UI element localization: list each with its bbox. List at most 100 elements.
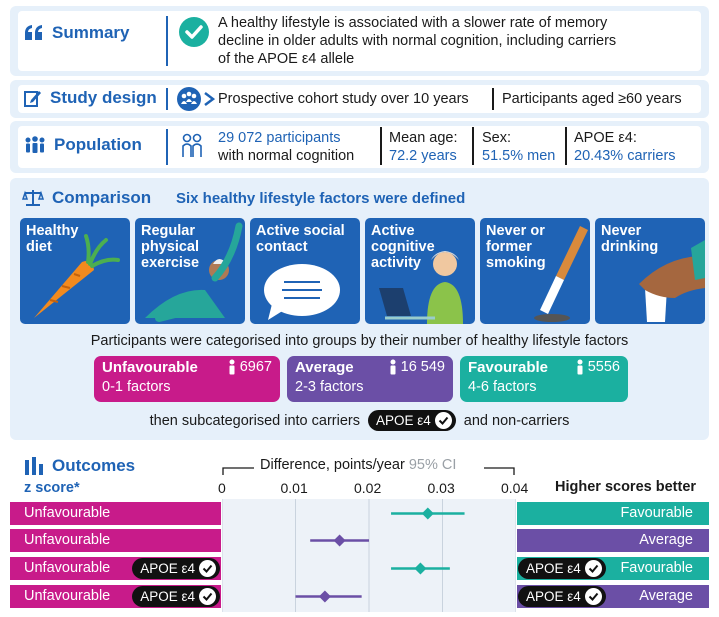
factor-label-line: exercise (141, 255, 200, 271)
factor-never-drinking: Never drinking (595, 218, 705, 324)
apoe-badge: APOE ε4 (368, 410, 456, 431)
apoe-label: APOE ε4: (574, 130, 637, 146)
population-title: Population (54, 135, 142, 154)
axis-title-text: Difference, points/year (260, 457, 405, 473)
factor-label-line: Active (371, 223, 415, 239)
point-estimate (318, 590, 331, 603)
sex-stat: Sex: 51.5% men (482, 129, 555, 165)
factor-physical-exercise: Regular physical exercise (135, 218, 245, 324)
summary-panel (18, 11, 701, 71)
factor-label-line: physical (141, 239, 200, 255)
summary-title: Summary (52, 23, 130, 42)
exercise-person-icon (145, 222, 243, 322)
mean-age-value: 72.2 years (389, 148, 457, 164)
row-right-text: Average (639, 532, 693, 548)
factor-label-line: diet (26, 239, 52, 255)
row-right-label: APOE ε4 Favourable (517, 557, 709, 580)
sex-label: Sex: (482, 130, 512, 146)
factor-label-line: Never or (486, 223, 545, 239)
population-divider (166, 129, 168, 165)
comparison-section: Comparison Six healthy lifestyle factors… (10, 178, 709, 440)
carrot-icon (34, 234, 120, 318)
forest-plot (222, 499, 516, 612)
factor-label-line: Never (601, 223, 642, 239)
row-left-label: Unfavourable APOE ε4 (10, 557, 221, 580)
check-icon (584, 588, 602, 605)
design-cohort: Prospective cohort study over 10 years (218, 91, 469, 107)
zscore-label: z score* (24, 480, 80, 496)
laptop-person-icon (379, 251, 463, 324)
check-circle-icon (179, 17, 209, 47)
apoe-badge: APOE ε4 (132, 586, 220, 607)
design-divider (166, 88, 168, 110)
tick-label: 0.01 (280, 480, 308, 496)
people-icon (25, 136, 45, 153)
group-name: Unfavourable (102, 359, 198, 376)
apoe-badge: APOE ε4 (132, 558, 220, 579)
person-icon (229, 359, 235, 375)
outcomes-heading: Outcomes (24, 456, 135, 476)
apoe-stat: APOE ε4: 20.43% carriers (574, 129, 676, 165)
row-left-text: Unfavourable (24, 560, 111, 576)
person-icon (577, 359, 583, 375)
check-icon (199, 560, 216, 577)
row-right-label: Average (517, 529, 709, 552)
summary-heading: Summary (24, 23, 129, 43)
factor-label-line: former (486, 239, 532, 255)
bar-chart-icon (25, 457, 43, 475)
factor-label: Regular physical exercise (141, 223, 199, 271)
summary-line-1: A healthy lifestyle is associated with a… (218, 15, 608, 31)
study-design-title: Study design (50, 88, 157, 107)
participants-description: with normal cognition (218, 148, 355, 164)
group-favourable: Favourable 4-6 factors 5556 (460, 356, 628, 402)
pencil-icon (24, 91, 41, 107)
factor-label-line: smoking (486, 255, 546, 271)
apoe-badge: APOE ε4 (518, 586, 606, 607)
factor-social-contact: Active social contact (250, 218, 360, 324)
apoe-value: 20.43% carriers (574, 148, 676, 164)
apoe-badge-label: APOE ε4 (526, 561, 581, 576)
subcategory-line: then subcategorised into carriers APOE ε… (10, 410, 709, 431)
speech-bubble-icon (264, 264, 340, 320)
row-left-label: Unfavourable (10, 502, 221, 525)
design-item-divider (492, 88, 494, 110)
design-age: Participants aged ≥60 years (502, 91, 682, 107)
check-icon (199, 588, 216, 605)
row-right-text: Favourable (620, 560, 693, 576)
group-count: 5556 (576, 359, 620, 375)
two-people-icon (182, 133, 202, 157)
mean-age-label: Mean age: (389, 130, 458, 146)
group-average: Average 2-3 factors 16 549 (287, 356, 453, 402)
factor-label: Healthy diet (26, 223, 78, 255)
group-count: 16 549 (389, 359, 445, 375)
pop-divider-1 (380, 127, 382, 165)
factor-label-line: Regular (141, 223, 195, 239)
row-right-text: Favourable (620, 505, 693, 521)
factor-label-line: Healthy (26, 223, 79, 239)
group-factors: 4-6 factors (468, 379, 537, 395)
factor-label-line: drinking (601, 239, 659, 255)
tick-label: 0.02 (354, 480, 382, 496)
subcategory-after: and non-carriers (463, 412, 570, 429)
quote-icon (25, 25, 42, 40)
factor-label-line: contact (256, 239, 308, 255)
axis-bracket (222, 467, 515, 475)
row-left-label: Unfavourable (10, 529, 221, 552)
people-group-icon (177, 87, 201, 111)
summary-text: A healthy lifestyle is associated with a… (218, 14, 616, 68)
tick-label: 0.03 (427, 480, 455, 496)
row-right-text: Average (639, 588, 693, 604)
point-estimate (421, 507, 434, 520)
apoe-badge-label: APOE ε4 (376, 413, 431, 428)
apoe-badge-label: APOE ε4 (526, 589, 581, 604)
higher-scores-label: Higher scores better (555, 479, 697, 495)
groups-description: Participants were categorised into group… (90, 333, 629, 349)
point-estimate (333, 534, 346, 547)
comparison-heading: Comparison (22, 188, 151, 208)
participants-count: 29 072 participants with normal cognitio… (218, 129, 354, 165)
scales-icon (22, 190, 44, 206)
mean-age: Mean age: 72.2 years (389, 129, 458, 165)
factor-never-smoking: Never or former smoking (480, 218, 590, 324)
subcategory-before: then subcategorised into carriers (149, 412, 360, 429)
population-section: Population 29 072 participants with norm… (10, 121, 709, 173)
